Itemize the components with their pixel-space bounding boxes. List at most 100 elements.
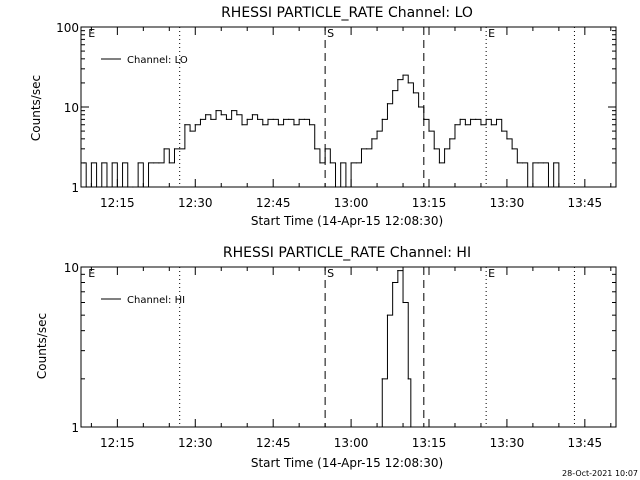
data-point xyxy=(345,186,347,188)
plot-frame xyxy=(80,266,617,428)
data-point xyxy=(95,186,98,188)
event-label: S xyxy=(327,267,334,280)
data-point xyxy=(521,162,524,164)
data-point xyxy=(490,124,492,126)
data-point xyxy=(454,124,456,126)
data-point xyxy=(168,162,170,164)
data-point xyxy=(85,186,87,188)
data-point xyxy=(236,114,238,116)
data-point xyxy=(158,162,160,164)
x-tick-label: 12:45 xyxy=(256,196,291,210)
data-point xyxy=(241,124,243,126)
data-point xyxy=(537,162,539,164)
x-tick-label: 12:15 xyxy=(100,196,135,210)
data-point xyxy=(179,148,181,150)
data-point xyxy=(407,378,409,380)
data-point xyxy=(418,106,420,108)
y-tick-label: 1 xyxy=(71,181,79,195)
data-point xyxy=(464,124,466,126)
data-point xyxy=(199,118,202,120)
data-point xyxy=(225,118,228,120)
data-point xyxy=(257,118,259,120)
data-point xyxy=(210,118,212,120)
data-point xyxy=(282,118,285,120)
data-point xyxy=(111,162,113,164)
data-point xyxy=(246,118,248,120)
legend-label: Channel: LO xyxy=(127,55,188,66)
data-point xyxy=(433,148,435,150)
data-point xyxy=(527,186,529,188)
data-point xyxy=(116,186,118,188)
data-point xyxy=(90,162,92,164)
data-point xyxy=(308,124,311,126)
data-point xyxy=(121,162,124,164)
data-point xyxy=(262,124,264,126)
chart-panel-hi: RHESSI PARTICLE_RATE Channel: HI Counts/… xyxy=(35,245,617,470)
chart-title: RHESSI PARTICLE_RATE Channel: HI xyxy=(223,245,471,261)
x-tick-label: 13:30 xyxy=(490,436,525,450)
y-axis-label: Counts/sec xyxy=(29,75,43,141)
data-point xyxy=(163,148,165,150)
data-point xyxy=(324,148,326,150)
y-tick-label: 100 xyxy=(56,21,79,35)
event-label: E xyxy=(88,27,95,40)
y-tick-label: 10 xyxy=(64,101,79,115)
data-point xyxy=(397,269,399,272)
data-point xyxy=(251,114,254,116)
x-tick-label: 13:45 xyxy=(568,196,603,210)
data-point xyxy=(397,79,399,81)
data-point xyxy=(381,378,383,380)
data-point xyxy=(298,118,300,120)
x-tick-label: 13:00 xyxy=(334,196,369,210)
data-point xyxy=(277,124,279,126)
y-tick-label: 10 xyxy=(64,261,79,275)
data-point xyxy=(371,138,373,140)
data-point xyxy=(511,148,513,150)
data-point xyxy=(379,426,381,428)
data-point xyxy=(142,186,144,188)
data-point xyxy=(532,162,534,164)
data-point xyxy=(501,130,503,132)
data-point xyxy=(319,162,321,164)
x-tick-label: 13:15 xyxy=(412,196,447,210)
chart-panel-lo: RHESSI PARTICLE_RATE Channel: LO Counts/… xyxy=(29,5,617,228)
series-line xyxy=(379,270,412,428)
data-point xyxy=(475,118,477,120)
data-point xyxy=(423,118,425,120)
data-point xyxy=(485,118,487,120)
x-tick-label: 13:45 xyxy=(568,436,603,450)
x-axis-label: Start Time (14-Apr-15 12:08:30) xyxy=(251,214,443,228)
data-point xyxy=(386,314,389,316)
data-point xyxy=(449,138,451,140)
data-point xyxy=(215,110,217,112)
data-point xyxy=(402,74,404,76)
data-point xyxy=(350,162,352,164)
data-point xyxy=(438,162,440,164)
data-point xyxy=(231,110,233,112)
data-point xyxy=(392,281,394,284)
data-point xyxy=(288,118,290,120)
data-point xyxy=(469,118,472,120)
x-tick-label: 13:30 xyxy=(490,196,525,210)
data-point xyxy=(376,130,378,132)
data-point xyxy=(495,118,498,120)
series-line xyxy=(83,74,560,188)
data-point xyxy=(459,118,461,120)
data-point xyxy=(410,426,412,428)
data-point xyxy=(402,301,404,304)
y-tick-label: 1 xyxy=(71,421,79,435)
x-tick-label: 12:15 xyxy=(100,436,135,450)
plot-area: 12:15 12:30 12:45 13:00 13:15 13:30 13:45 1 10 10… xyxy=(56,21,617,210)
data-point xyxy=(153,162,155,164)
event-label: S xyxy=(327,27,334,40)
data-point xyxy=(428,130,430,132)
event-label: E xyxy=(488,27,495,40)
data-point xyxy=(205,114,207,116)
data-point xyxy=(334,186,337,188)
data-point xyxy=(542,162,544,164)
data-point xyxy=(558,186,560,188)
data-point xyxy=(412,92,415,94)
data-point xyxy=(272,118,274,120)
data-point xyxy=(189,130,191,132)
data-point xyxy=(147,162,150,164)
